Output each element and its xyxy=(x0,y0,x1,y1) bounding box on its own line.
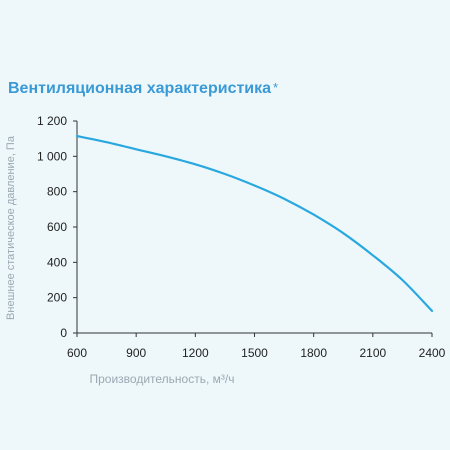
y-tick-label: 1 200 xyxy=(37,114,67,128)
x-tick-label: 1500 xyxy=(241,346,268,360)
x-tick-label: 1800 xyxy=(300,346,327,360)
chart-title-mark: * xyxy=(273,80,279,95)
y-axis-label: Внешнее статическое давление, Па xyxy=(5,135,17,320)
x-tick-label: 2100 xyxy=(359,346,386,360)
x-tick-label: 900 xyxy=(126,346,146,360)
series-line xyxy=(75,134,434,312)
y-tick-label: 1 000 xyxy=(37,149,67,163)
chart-title: Вентиляционная характеристика * xyxy=(8,80,278,98)
y-tick-label: 0 xyxy=(60,326,67,340)
chart-title-text: Вентиляционная характеристика xyxy=(8,80,272,97)
series-layer xyxy=(75,134,434,312)
y-tick-label: 400 xyxy=(47,255,67,269)
axes xyxy=(76,121,432,334)
x-tick-label: 1200 xyxy=(182,346,209,360)
y-tick-label: 200 xyxy=(47,291,67,305)
x-tick-label: 2400 xyxy=(419,346,446,360)
y-tick-label: 800 xyxy=(47,185,67,199)
y-tick-label: 600 xyxy=(47,220,67,234)
ticks: 0 200 400 600 800 1 000 1 200 600 900 1200 1500 180… xyxy=(37,114,446,360)
x-axis-label: Производительность, м³/ч xyxy=(90,372,235,386)
x-tick-label: 600 xyxy=(67,346,87,360)
